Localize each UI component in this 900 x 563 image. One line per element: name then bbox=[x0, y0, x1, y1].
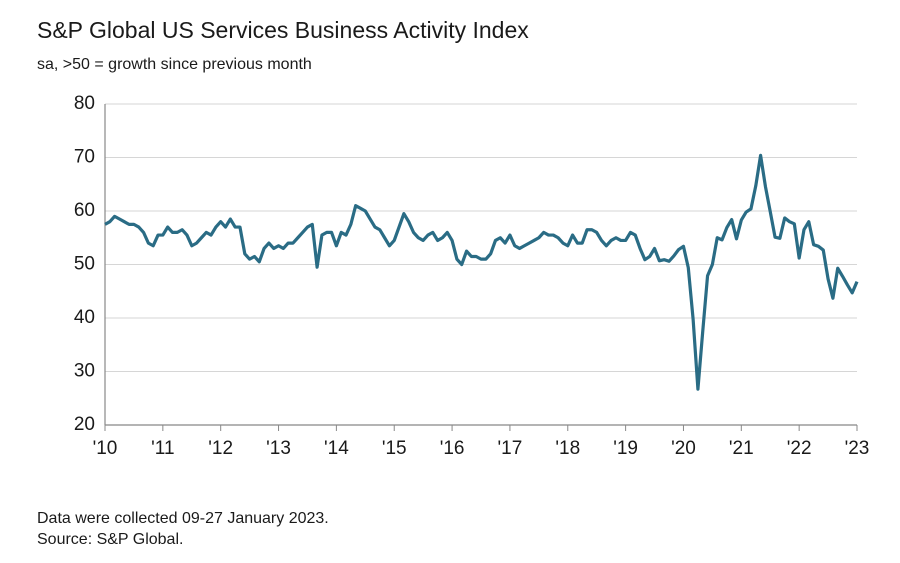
x-tick-label: '10 bbox=[93, 438, 118, 459]
y-tick-label: 70 bbox=[74, 147, 95, 168]
x-tick-label: '16 bbox=[440, 438, 465, 459]
x-tick-label: '22 bbox=[787, 438, 812, 459]
x-tick-label: '21 bbox=[729, 438, 754, 459]
footnote: Data were collected 09-27 January 2023. bbox=[37, 510, 329, 527]
data-line bbox=[104, 153, 859, 391]
x-tick-label: '12 bbox=[208, 438, 233, 459]
y-tick-label: 50 bbox=[74, 254, 95, 275]
x-tick-label: '13 bbox=[266, 438, 291, 459]
x-tick-label: '18 bbox=[555, 438, 580, 459]
y-tick-label: 80 bbox=[74, 93, 95, 114]
x-tick-label: '20 bbox=[671, 438, 696, 459]
y-tick-label: 30 bbox=[74, 361, 95, 382]
x-tick-label: '23 bbox=[845, 438, 870, 459]
y-tick-label: 20 bbox=[74, 414, 95, 435]
y-tick-label: 40 bbox=[74, 307, 95, 328]
chart-title: S&P Global US Services Business Activity… bbox=[37, 17, 529, 43]
footnote: Source: S&P Global. bbox=[37, 531, 183, 548]
x-tick-label: '15 bbox=[382, 438, 407, 459]
chart-subtitle: sa, >50 = growth since previous month bbox=[37, 56, 312, 73]
x-tick-label: '17 bbox=[498, 438, 523, 459]
x-tick-label: '14 bbox=[324, 438, 349, 459]
y-tick-label: 60 bbox=[74, 200, 95, 221]
x-tick-label: '11 bbox=[151, 438, 174, 459]
x-tick-label: '19 bbox=[613, 438, 638, 459]
